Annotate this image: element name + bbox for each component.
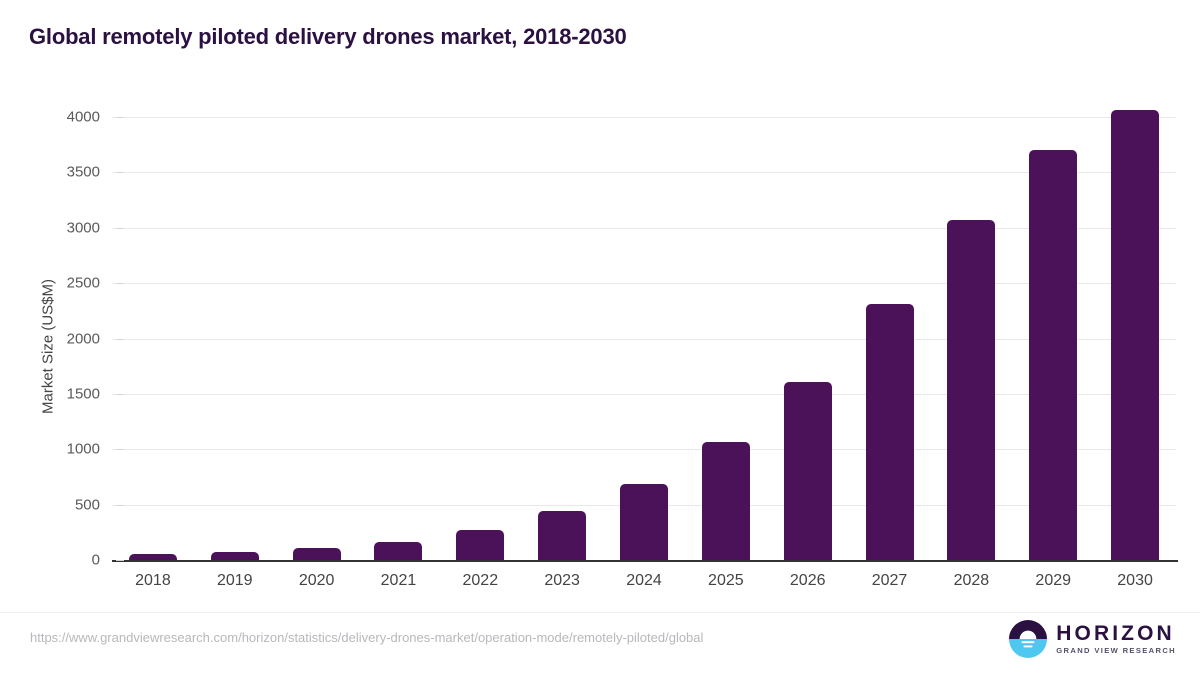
x-tick-label: 2027 <box>871 572 908 589</box>
bar[interactable] <box>210 552 259 560</box>
x-tick-label: 2028 <box>953 572 990 589</box>
logo-text-block: HORIZON GRAND VIEW RESEARCH <box>1056 623 1176 655</box>
y-tick-label: 0 <box>91 551 100 569</box>
y-tick-mark <box>116 560 124 561</box>
bar[interactable] <box>456 529 505 560</box>
horizon-logo[interactable]: HORIZON GRAND VIEW RESEARCH <box>1009 618 1176 660</box>
x-tick-label: 2020 <box>298 572 335 589</box>
footer-divider <box>0 612 1200 613</box>
y-tick-mark <box>116 283 124 285</box>
gridline <box>112 449 1176 451</box>
y-tick-mark <box>116 504 124 506</box>
bar[interactable] <box>1111 110 1160 560</box>
bar[interactable] <box>292 548 341 560</box>
horizon-sun-circle-icon <box>1009 620 1048 658</box>
y-tick-label: 2000 <box>66 330 100 347</box>
x-tick-label: 2030 <box>1117 572 1153 589</box>
x-tick-label: 2023 <box>544 572 580 589</box>
gridline <box>112 338 1176 340</box>
bar[interactable] <box>865 303 914 560</box>
bar[interactable] <box>538 511 587 560</box>
y-tick-label: 500 <box>74 496 100 514</box>
page-title: Global remotely piloted delivery drones … <box>29 24 627 49</box>
y-tick-label: 3000 <box>66 219 100 237</box>
x-tick-label: 2026 <box>789 572 826 589</box>
bar[interactable] <box>783 382 832 560</box>
y-tick-label: 1500 <box>66 385 100 403</box>
plot-area <box>112 110 1176 560</box>
gridline <box>112 172 1176 174</box>
y-tick-mark <box>116 393 124 395</box>
x-tick-label: 2025 <box>708 572 744 589</box>
y-axis-ticks: 0 500 1000 1500 2000 2500 3000 3500 4000 <box>12 0 124 675</box>
y-tick-mark <box>116 117 124 118</box>
gridline <box>112 227 1176 229</box>
gridline <box>112 393 1176 395</box>
gridline <box>112 283 1176 285</box>
y-tick-label: 1000 <box>66 440 100 458</box>
y-tick-label: 2500 <box>66 274 100 292</box>
bar[interactable] <box>1029 150 1078 560</box>
x-tick-label: 2021 <box>380 572 417 589</box>
x-tick-label: 2024 <box>626 572 662 589</box>
x-axis-line <box>112 560 1178 562</box>
gridline <box>112 117 1176 118</box>
y-tick-mark <box>116 227 124 229</box>
x-tick-label: 2029 <box>1035 572 1072 589</box>
x-tick-label: 2019 <box>216 572 253 589</box>
y-tick-label: 4000 <box>66 108 100 126</box>
y-tick-mark <box>116 172 124 174</box>
x-tick-label: 2022 <box>462 572 499 589</box>
y-tick-mark <box>116 338 124 340</box>
bar[interactable] <box>374 542 423 560</box>
bar[interactable] <box>701 442 750 560</box>
y-tick-mark <box>116 449 124 451</box>
bar[interactable] <box>947 219 996 560</box>
x-tick-label: 2018 <box>135 572 171 589</box>
logo-wordmark: HORIZON <box>1056 622 1175 646</box>
source-url-text[interactable]: https://www.grandviewresearch.com/horizo… <box>30 630 704 645</box>
bar[interactable] <box>620 484 668 560</box>
bar[interactable] <box>128 554 177 560</box>
logo-tagline: GRAND VIEW RESEARCH <box>1056 646 1176 656</box>
y-tick-label: 3500 <box>66 163 100 181</box>
